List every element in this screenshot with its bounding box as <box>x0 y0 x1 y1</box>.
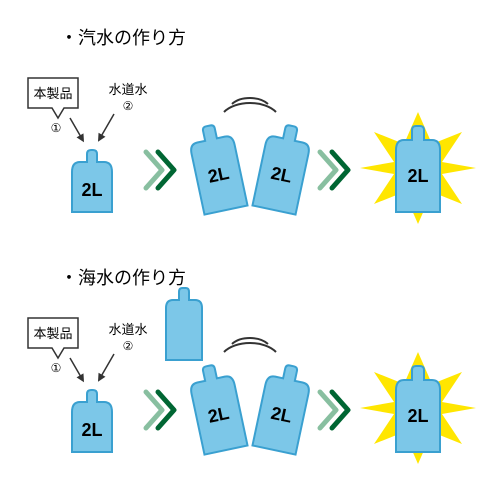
diagram-canvas: 本製品 水道水 ① ② 2L <box>0 0 500 500</box>
callout-product-label: 本製品 <box>33 86 72 101</box>
callout-product-b: 本製品 <box>28 318 78 358</box>
chevron-1 <box>146 152 174 188</box>
callout-product: 本製品 <box>28 78 78 118</box>
bottle-step2a-label: 2L <box>206 163 231 187</box>
chevron-2 <box>320 152 348 188</box>
bottle-step1 <box>166 288 202 360</box>
step1b: 本製品 水道水 ① ② 2L <box>28 318 148 452</box>
step2: 2L 2L <box>187 98 314 215</box>
pointer-arrow-1 <box>67 116 88 144</box>
callout-tapwater-label: 水道水 <box>108 82 147 97</box>
svg-text:①: ① <box>51 361 62 375</box>
svg-text:2L: 2L <box>407 406 428 426</box>
svg-text:水道水: 水道水 <box>108 322 147 337</box>
step3: 2L <box>360 112 476 224</box>
bottle-step1-label: 2L <box>81 180 102 200</box>
svg-text:2L: 2L <box>269 403 294 427</box>
circle1-label: ① <box>51 121 62 135</box>
svg-text:2L: 2L <box>206 403 231 427</box>
bottle-step2b-label: 2L <box>269 163 294 187</box>
circle2-label: ② <box>123 99 134 113</box>
svg-text:②: ② <box>123 339 134 353</box>
svg-text:本製品: 本製品 <box>33 326 72 341</box>
bottle-step3-label: 2L <box>407 166 428 186</box>
row-1: 本製品 水道水 ① ② 2L <box>28 78 476 360</box>
row-2: 本製品 水道水 ① ② 2L <box>28 318 476 464</box>
pointer-arrow-2 <box>95 112 118 144</box>
svg-text:2L: 2L <box>81 420 102 440</box>
